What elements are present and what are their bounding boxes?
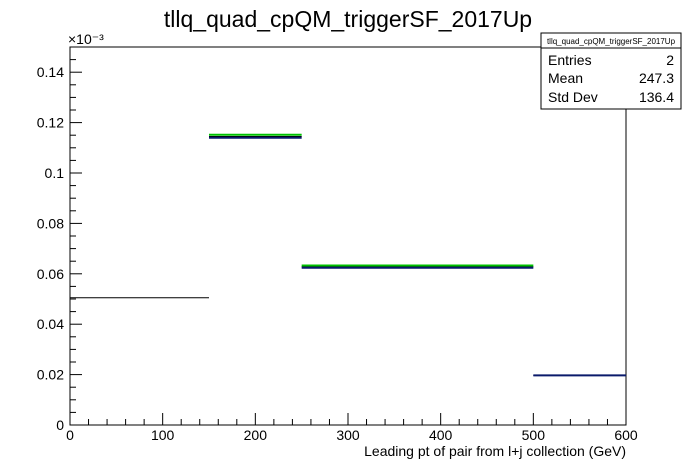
x-tick-label: 300: [336, 427, 360, 443]
y-axis-ticks: [70, 46, 82, 426]
chart-title: tllq_quad_cpQM_triggerSF_2017Up: [164, 6, 532, 32]
y-tick-label: 0.14: [37, 64, 64, 80]
x-tick-label: 600: [614, 427, 638, 443]
y-axis-exponent-label: ×10⁻³: [68, 31, 104, 47]
x-tick-label: 200: [244, 427, 268, 443]
x-tick-label: 0: [66, 427, 74, 443]
y-tick-label: 0.02: [37, 367, 64, 383]
stats-mean-label: Mean: [548, 70, 583, 86]
y-tick-label: 0.1: [45, 165, 65, 181]
histogram-series: [70, 133, 626, 377]
stats-entries-value: 2: [666, 52, 674, 68]
stats-stddev-label: Std Dev: [548, 89, 598, 105]
y-tick-label: 0: [56, 417, 64, 433]
stats-stddev-value: 136.4: [639, 89, 674, 105]
x-tick-label: 400: [429, 427, 453, 443]
stats-box-title: tllq_quad_cpQM_triggerSF_2017Up: [547, 37, 676, 46]
y-tick-label: 0.08: [37, 215, 64, 231]
y-tick-label: 0.04: [37, 316, 64, 332]
x-tick-label: 500: [522, 427, 546, 443]
y-axis-tick-labels: 0 0.02 0.04 0.06 0.08 0.1 0.12 0.14: [37, 64, 64, 433]
stats-box: tllq_quad_cpQM_triggerSF_2017Up Entries …: [540, 32, 682, 110]
stats-entries-label: Entries: [548, 52, 592, 68]
x-axis-ticks: [69, 413, 627, 425]
stats-mean-value: 247.3: [639, 70, 674, 86]
stats-box-frame: [540, 32, 682, 110]
x-tick-label: 100: [151, 427, 175, 443]
y-tick-label: 0.06: [37, 266, 64, 282]
y-tick-label: 0.12: [37, 115, 64, 131]
x-axis-tick-labels: 0 100 200 300 400 500 600: [66, 427, 638, 443]
x-axis-label: Leading pt of pair from l+j collection (…: [364, 443, 626, 459]
